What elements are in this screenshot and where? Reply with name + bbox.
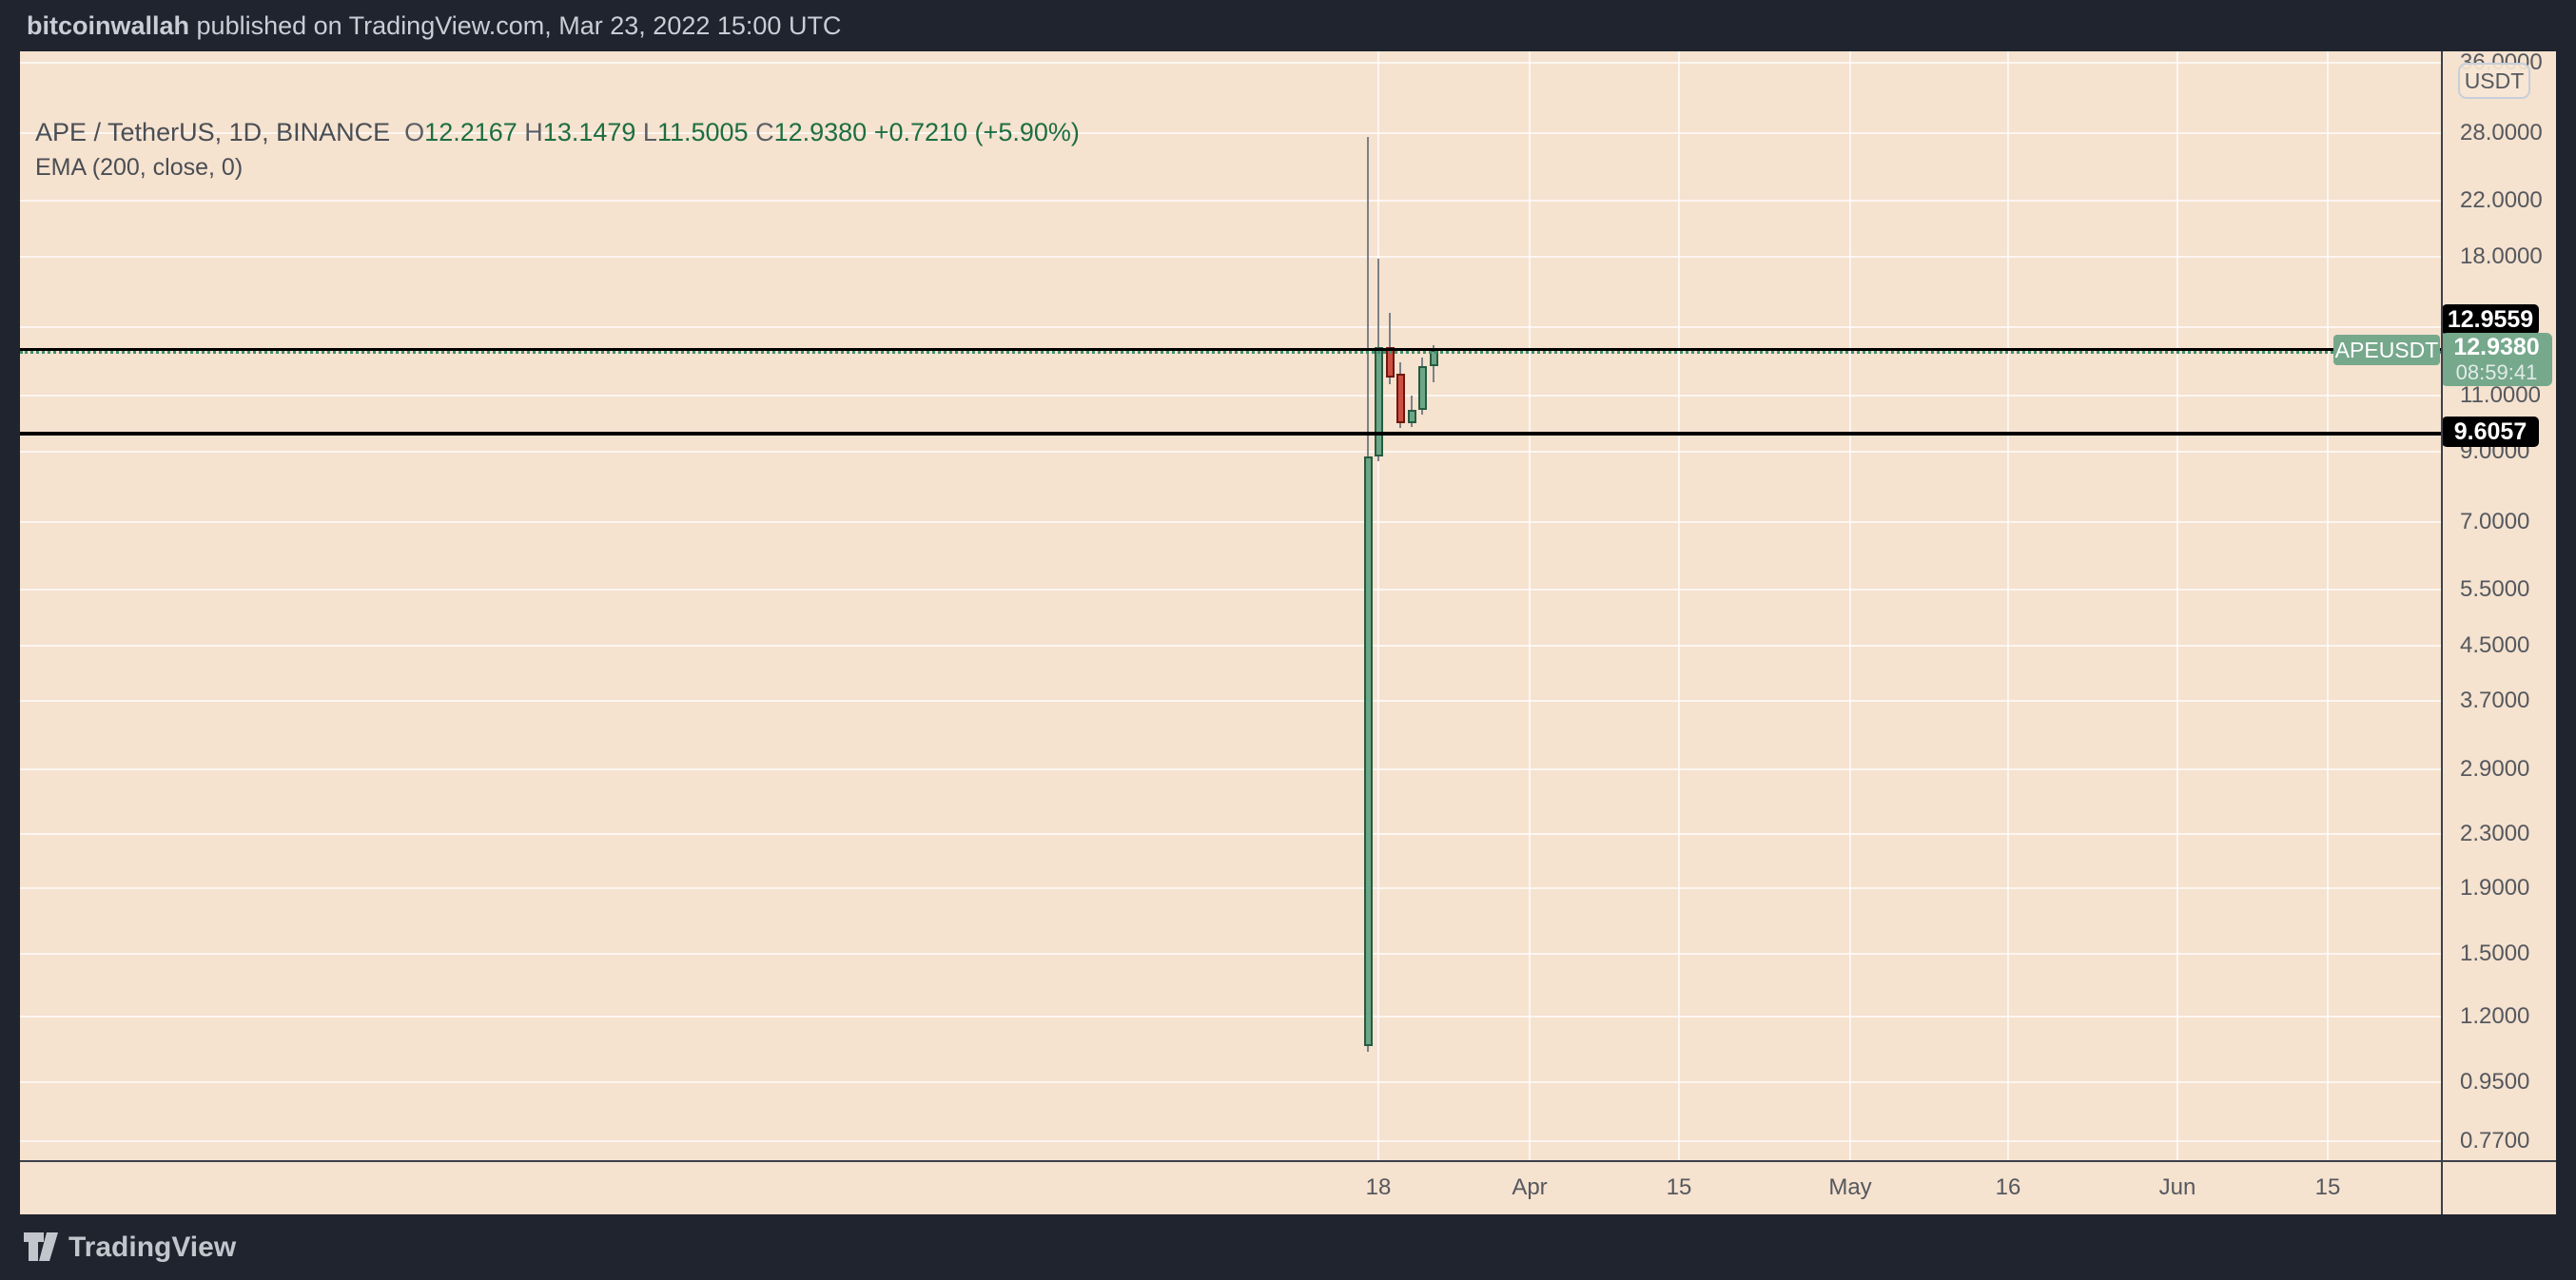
price-tick-label: 7.0000 — [2460, 509, 2530, 534]
close-value: 12.9380 — [773, 118, 868, 146]
h-gridline — [20, 256, 2441, 258]
time-axis[interactable]: 18 Apr 15 May 16 Jun 15 — [20, 1160, 2556, 1214]
low-prefix: L — [642, 118, 657, 146]
h-gridline — [20, 1016, 2441, 1018]
candle-body — [1375, 347, 1383, 456]
open-prefix: O — [404, 118, 425, 146]
v-gridline — [2327, 51, 2329, 1160]
v-gridline — [1678, 51, 1680, 1160]
change-value: +0.7210 (+5.90%) — [873, 118, 1080, 146]
current-price-label: 12.9380 08:59:41 — [2443, 333, 2552, 386]
high-value: 13.1479 — [542, 118, 636, 146]
tradingview-brand-text[interactable]: TradingView — [68, 1232, 237, 1263]
price-tick-label: 2.3000 — [2460, 821, 2530, 846]
chart-legend: APE / TetherUS, 1D, BINANCE O12.2167 H13… — [35, 118, 1080, 182]
indicator-legend-row: EMA (200, close, 0) — [35, 154, 244, 181]
chart-frame: APE / TetherUS, 1D, BINANCE O12.2167 H13… — [20, 51, 2556, 1214]
h-gridline — [20, 833, 2441, 835]
h-gridline — [20, 887, 2441, 889]
currency-unit-button[interactable]: USDT — [2458, 63, 2530, 99]
h-gridline — [20, 132, 2441, 134]
price-axis[interactable]: 0.7700 0.9500 1.2000 1.5000 1.9000 2.3000 2.90… — [2441, 51, 2556, 1214]
price-tick-label: 0.9500 — [2460, 1069, 2530, 1095]
candle-countdown: 08:59:41 — [2455, 360, 2538, 384]
attribution-text: bitcoinwallah published on TradingView.c… — [27, 0, 841, 51]
current-price-line — [20, 351, 2441, 354]
v-gridline — [2176, 51, 2178, 1160]
low-value: 11.5005 — [656, 118, 749, 146]
h-gridline — [20, 645, 2441, 647]
candle-body — [1364, 456, 1373, 1046]
v-gridline — [1377, 51, 1379, 1160]
h-gridline — [20, 200, 2441, 202]
close-prefix: C — [755, 118, 774, 146]
time-tick-label: Apr — [1512, 1174, 1548, 1200]
tradingview-logo-icon[interactable] — [23, 1232, 59, 1262]
price-label-upper: 12.9559 — [2443, 304, 2539, 335]
plot-area[interactable] — [20, 51, 2441, 1160]
price-tick-label: 5.5000 — [2460, 576, 2530, 602]
high-prefix: H — [524, 118, 543, 146]
attribution-bar: bitcoinwallah published on TradingView.c… — [0, 0, 2576, 51]
v-gridline — [1529, 51, 1531, 1160]
footer-bar: TradingView — [0, 1214, 2576, 1280]
h-gridline — [20, 521, 2441, 523]
h-gridline — [20, 451, 2441, 453]
h-gridline — [20, 589, 2441, 591]
symbol-title: APE / TetherUS, 1D, BINANCE — [35, 118, 391, 146]
price-label-lower: 9.6057 — [2443, 417, 2539, 447]
h-gridline — [20, 953, 2441, 955]
time-tick-label: 18 — [1365, 1174, 1392, 1200]
time-tick-label: 16 — [1995, 1174, 2021, 1200]
price-tick-label: 2.9000 — [2460, 756, 2530, 782]
time-tick-label: 15 — [2314, 1174, 2341, 1200]
price-tick-label: 18.0000 — [2460, 243, 2543, 269]
v-gridline — [2007, 51, 2009, 1160]
drawn-price-line — [20, 432, 2441, 436]
publisher-username: bitcoinwallah — [27, 11, 190, 40]
price-tick-label: 28.0000 — [2460, 120, 2543, 145]
time-tick-label: Jun — [2158, 1174, 2196, 1200]
symbol-price-tag: APEUSDT — [2333, 335, 2440, 365]
price-tick-label: 0.7700 — [2460, 1128, 2530, 1154]
h-gridline — [20, 326, 2441, 328]
price-tick-label: 4.5000 — [2460, 632, 2530, 658]
price-tick-label: 22.0000 — [2460, 187, 2543, 213]
price-tick-label: 1.2000 — [2460, 1003, 2530, 1029]
h-gridline — [20, 1081, 2441, 1083]
h-gridline — [20, 395, 2441, 397]
candle-body — [1396, 374, 1405, 423]
current-price-value: 12.9380 — [2453, 334, 2540, 360]
h-gridline — [20, 62, 2441, 64]
h-gridline — [20, 1140, 2441, 1142]
time-tick-label: May — [1828, 1174, 1872, 1200]
published-on-text: published on TradingView.com, Mar 23, 20… — [189, 11, 842, 40]
h-gridline — [20, 700, 2441, 702]
candle-body — [1418, 366, 1427, 410]
open-value: 12.2167 — [424, 118, 517, 146]
h-gridline — [20, 768, 2441, 770]
symbol-legend-row: APE / TetherUS, 1D, BINANCE O12.2167 H13… — [35, 118, 1080, 147]
price-tick-label: 1.5000 — [2460, 941, 2530, 966]
v-gridline — [1849, 51, 1851, 1160]
price-tick-label: 1.9000 — [2460, 875, 2530, 901]
candle-body — [1408, 410, 1416, 423]
time-tick-label: 15 — [1666, 1174, 1692, 1200]
price-tick-label: 11.0000 — [2460, 382, 2541, 408]
price-tick-label: 3.7000 — [2460, 688, 2530, 713]
drawn-price-line — [20, 348, 2441, 351]
